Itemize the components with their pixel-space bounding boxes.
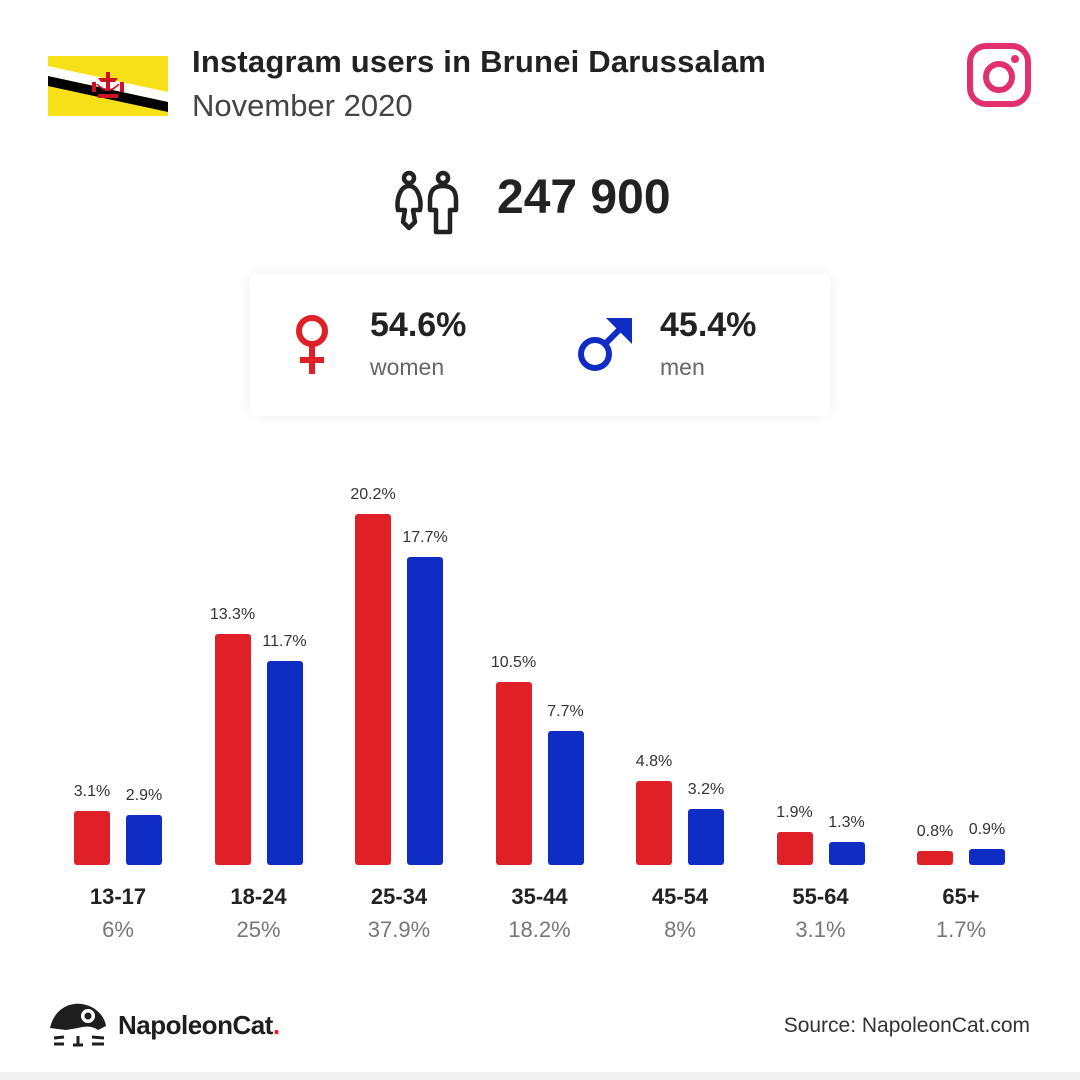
age-group-label: 35-44 xyxy=(511,884,568,909)
page-title: Instagram users in Brunei Darussalam xyxy=(192,44,767,79)
bar-men-25-34 xyxy=(407,557,443,865)
bar-men-55-64 xyxy=(828,842,865,865)
total-users: 247 900 xyxy=(497,171,671,224)
instagram-icon xyxy=(967,43,1031,107)
value-label: 20.2% xyxy=(350,485,396,503)
age-group-label: 25-34 xyxy=(370,884,428,909)
brand-dot: . xyxy=(272,1010,280,1040)
bar-men-18-24 xyxy=(266,661,303,865)
bar-men-45-54 xyxy=(688,809,724,865)
age-group-total: 8% xyxy=(664,917,696,942)
bar-women-45-54 xyxy=(636,781,672,865)
age-group-total: 1.7% xyxy=(935,917,987,942)
bar-women-13-17 xyxy=(74,811,110,865)
value-label: 1.9% xyxy=(776,803,813,821)
bar-women-55-64 xyxy=(776,831,813,865)
brand-name: NapoleonCat. xyxy=(118,1010,280,1041)
women-percent: 54.6% xyxy=(370,306,467,344)
brunei-flag-icon xyxy=(48,56,168,116)
bar-women-18-24 xyxy=(214,633,251,865)
age-group-total: 6% xyxy=(102,917,134,942)
people-icon xyxy=(395,170,459,235)
bar-women-35-44 xyxy=(495,682,532,865)
age-group-total: 18.2% xyxy=(508,917,571,942)
value-label: 3.1% xyxy=(73,783,111,801)
value-label: 11.7% xyxy=(262,633,307,651)
bar-men-35-44 xyxy=(547,731,584,865)
age-group-total: 25% xyxy=(236,917,281,942)
age-group-label: 45-54 xyxy=(651,884,709,909)
male-symbol-icon xyxy=(578,318,632,371)
napoleoncat-logo-icon xyxy=(50,1003,106,1047)
brand-text: NapoleonCat xyxy=(118,1010,273,1040)
age-group-total: 37.9% xyxy=(367,917,431,942)
value-label: 13.3% xyxy=(209,605,256,623)
bar-women-25-34 xyxy=(355,513,391,865)
men-label: men xyxy=(660,354,705,380)
female-symbol-icon xyxy=(296,315,328,374)
age-group-label: 13-17 xyxy=(89,884,147,909)
value-label: 0.9% xyxy=(968,821,1006,839)
value-label: 3.2% xyxy=(687,781,725,799)
bar-women-65+ xyxy=(917,851,953,865)
value-label: 0.8% xyxy=(916,823,954,841)
age-group-label: 18-24 xyxy=(230,884,287,909)
age-group-label: 65+ xyxy=(942,884,980,909)
source-text: Source: NapoleonCat.com xyxy=(783,1014,1030,1037)
value-label: 10.5% xyxy=(490,654,537,672)
age-group-label: 55-64 xyxy=(792,884,849,909)
bar-men-65+ xyxy=(969,849,1005,865)
value-label: 1.3% xyxy=(828,814,865,832)
value-label: 17.7% xyxy=(402,529,448,547)
women-label: women xyxy=(370,354,445,380)
bar-men-13-17 xyxy=(126,814,162,865)
age-group-total: 3.1% xyxy=(795,917,846,942)
value-label: 4.8% xyxy=(635,753,673,771)
gender-card: 54.6% women 45.4% men xyxy=(250,274,830,416)
value-label: 2.9% xyxy=(125,786,163,804)
value-label: 7.7% xyxy=(547,703,584,721)
page-subtitle: November 2020 xyxy=(192,88,413,123)
men-percent: 45.4% xyxy=(660,306,757,344)
age-gender-bar-chart: 3.1% 2.9% 13-17 6% 13.3% 11.7% 18-24 25% 20.2% 17… xyxy=(73,485,1006,942)
bottom-strip xyxy=(0,1072,1080,1080)
